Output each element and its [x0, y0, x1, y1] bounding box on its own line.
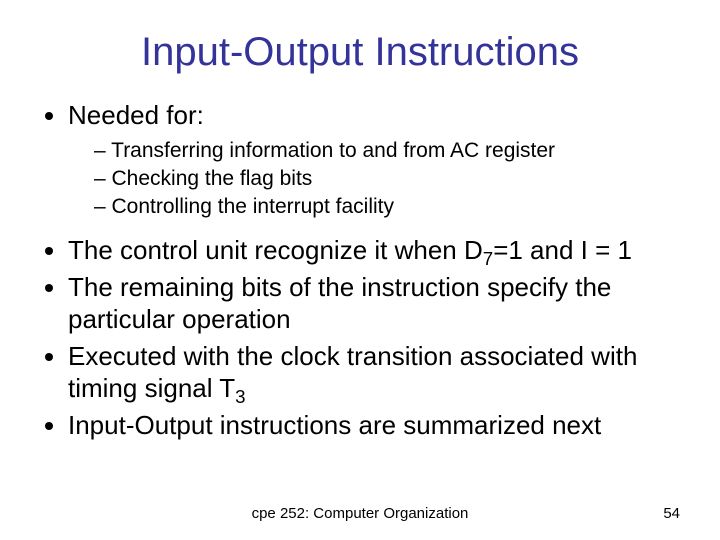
footer-course: cpe 252: Computer Organization: [0, 505, 720, 522]
bullet-text-pre: The control unit recognize it when D: [68, 235, 483, 265]
footer-page-number: 54: [663, 505, 680, 522]
bullet-executed: Executed with the clock transition assoc…: [68, 340, 680, 405]
subscript-3: 3: [235, 386, 245, 407]
sub-bullet-list: Transferring information to and from AC …: [68, 138, 680, 221]
bullet-control-unit: The control unit recognize it when D7=1 …: [68, 234, 680, 267]
slide: Input-Output Instructions Needed for: Tr…: [0, 0, 720, 540]
sub-bullet-transfer: Transferring information to and from AC …: [94, 138, 680, 164]
bullet-needed-for: Needed for: Transferring information to …: [68, 99, 680, 220]
sub-bullet-flag: Checking the flag bits: [94, 166, 680, 192]
sub-bullet-interrupt: Controlling the interrupt facility: [94, 194, 680, 220]
bullet-text-post: =1 and I = 1: [493, 235, 632, 265]
bullet-remaining-bits: The remaining bits of the instruction sp…: [68, 271, 680, 336]
slide-title: Input-Output Instructions: [40, 30, 680, 75]
subscript-7: 7: [483, 248, 493, 269]
bullet-list: Needed for: Transferring information to …: [40, 99, 680, 441]
bullet-text-pre: Executed with the clock transition assoc…: [68, 341, 637, 404]
bullet-text: Needed for:: [68, 100, 204, 130]
bullet-summary: Input-Output instructions are summarized…: [68, 409, 680, 442]
